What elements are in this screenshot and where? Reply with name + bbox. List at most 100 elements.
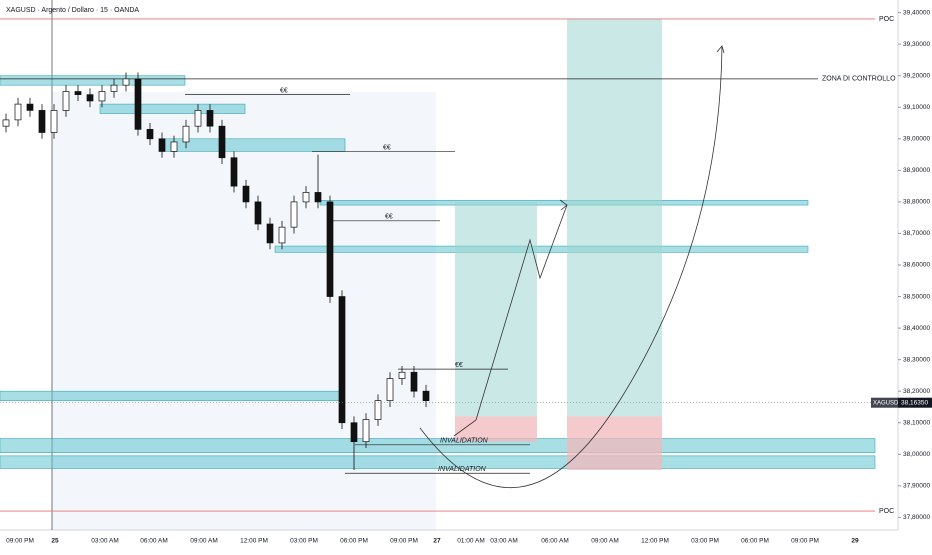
x-tick-label: 12:00 PM xyxy=(240,538,268,545)
candle-body xyxy=(290,201,298,228)
level-label: POC xyxy=(879,16,894,23)
y-tick-label: 37,80000 xyxy=(903,514,930,521)
candle-body xyxy=(146,128,154,140)
annotation-label: €€ xyxy=(455,362,463,369)
x-tick-label: 03:00 AM xyxy=(490,538,517,545)
y-tick-label: 39,20000 xyxy=(903,72,930,79)
zone xyxy=(0,75,186,86)
zone xyxy=(99,103,246,114)
symbol-badge xyxy=(871,397,898,408)
y-tick-label: 38,40000 xyxy=(903,325,930,332)
y-tick-label: 39,30000 xyxy=(903,41,930,48)
chart-title: XAGUSD · Argento / Dollaro · 15 · OANDA xyxy=(6,7,139,14)
target-area xyxy=(455,201,537,417)
candle-body xyxy=(50,110,58,133)
symbol-label: XAGUSD xyxy=(873,400,899,406)
candle-body xyxy=(278,226,286,244)
y-tick-label: 38,60000 xyxy=(903,262,930,269)
x-tick-label: 06:00 AM xyxy=(541,538,568,545)
candle-body xyxy=(242,185,250,203)
candle-body xyxy=(302,192,310,203)
annotation-label: INVALIDATION xyxy=(438,466,487,473)
candle-body xyxy=(266,223,274,244)
candle-body xyxy=(2,119,10,127)
candle-body xyxy=(338,296,346,424)
candle-body xyxy=(230,157,238,187)
candle-body xyxy=(86,94,94,102)
candle-body xyxy=(206,110,214,127)
candle-body xyxy=(194,110,202,127)
projection-arrow xyxy=(453,204,568,437)
y-tick-label: 38,50000 xyxy=(903,293,930,300)
price-axis: 39,40000 39,30000 39,20000 39,10000 39,00000… xyxy=(6,9,930,544)
x-tick-label: 09:00 AM xyxy=(190,538,217,545)
candle-body xyxy=(110,84,118,92)
x-tick-label: 06:00 AM xyxy=(140,538,167,545)
candle-body xyxy=(170,141,178,152)
candle-body xyxy=(74,91,82,95)
candle-body xyxy=(350,422,358,443)
level-label: ZONA DI CONTROLLO xyxy=(822,76,896,83)
x-tick-label: 09:00 PM xyxy=(390,538,418,545)
candle-body xyxy=(122,78,130,86)
y-tick-label: 38,20000 xyxy=(903,388,930,395)
x-tick-label: 09:00 PM xyxy=(791,538,819,545)
candle-body xyxy=(386,378,394,402)
last-price-label: 38,16350 xyxy=(901,399,928,406)
candle-body xyxy=(38,110,46,133)
candle-body xyxy=(374,400,382,420)
projection-curve xyxy=(419,45,723,489)
price-badge xyxy=(898,397,932,408)
y-tick-label: 37,90000 xyxy=(903,483,930,490)
x-tick-label: 12:00 PM xyxy=(641,538,669,545)
level-label: POC xyxy=(879,508,894,515)
annotation-label: INVALIDATION xyxy=(440,438,489,445)
zone xyxy=(274,245,809,253)
x-tick-label: 06:00 PM xyxy=(741,538,769,545)
x-tick-label: 06:00 PM xyxy=(340,538,368,545)
arrow-head xyxy=(716,45,725,54)
y-tick-label: 39,10000 xyxy=(903,104,930,111)
annotation-label: €€ xyxy=(280,87,288,94)
x-tick-label: 29 xyxy=(851,538,859,545)
candle-body xyxy=(26,103,34,111)
x-tick-label: 09:00 PM xyxy=(6,538,34,545)
zone xyxy=(0,390,341,401)
candle-body xyxy=(98,91,106,102)
candle-body xyxy=(158,138,166,152)
y-tick-label: 38,00000 xyxy=(903,451,930,458)
x-tick-label: 03:00 PM xyxy=(691,538,719,545)
target-area xyxy=(567,18,662,417)
x-tick-label: 03:00 PM xyxy=(290,538,318,545)
zone xyxy=(0,438,876,454)
y-tick-label: 39,00000 xyxy=(903,136,930,143)
candle-body xyxy=(182,125,190,143)
y-tick-label: 38,80000 xyxy=(903,199,930,206)
x-tick-label: 27 xyxy=(433,538,441,545)
candle-body xyxy=(326,201,334,297)
stop-area xyxy=(567,416,662,471)
x-tick-label: 09:00 AM xyxy=(591,538,618,545)
candle-body xyxy=(314,192,322,203)
x-tick-label: 01:00 AM xyxy=(457,538,484,545)
x-tick-label: 25 xyxy=(51,538,59,545)
candle-body xyxy=(410,371,418,392)
y-tick-label: 38,30000 xyxy=(903,356,930,363)
candle-body xyxy=(218,125,226,159)
y-tick-label: 38,70000 xyxy=(903,230,930,237)
annotation-label: €€ xyxy=(385,214,393,221)
candle-body xyxy=(134,78,142,130)
candle-body xyxy=(398,371,406,379)
candle-body xyxy=(362,419,370,443)
stop-area xyxy=(455,416,537,442)
candle-body xyxy=(254,201,262,225)
candle-body xyxy=(14,103,22,121)
x-tick-label: 03:00 AM xyxy=(91,538,118,545)
candle-body xyxy=(62,91,70,111)
candle-body xyxy=(422,390,430,402)
y-tick-label: 38,90000 xyxy=(903,167,930,174)
annotation-label: €€ xyxy=(383,144,391,151)
arrow-head xyxy=(559,199,568,211)
y-tick-label: 39,40000 xyxy=(903,9,930,16)
